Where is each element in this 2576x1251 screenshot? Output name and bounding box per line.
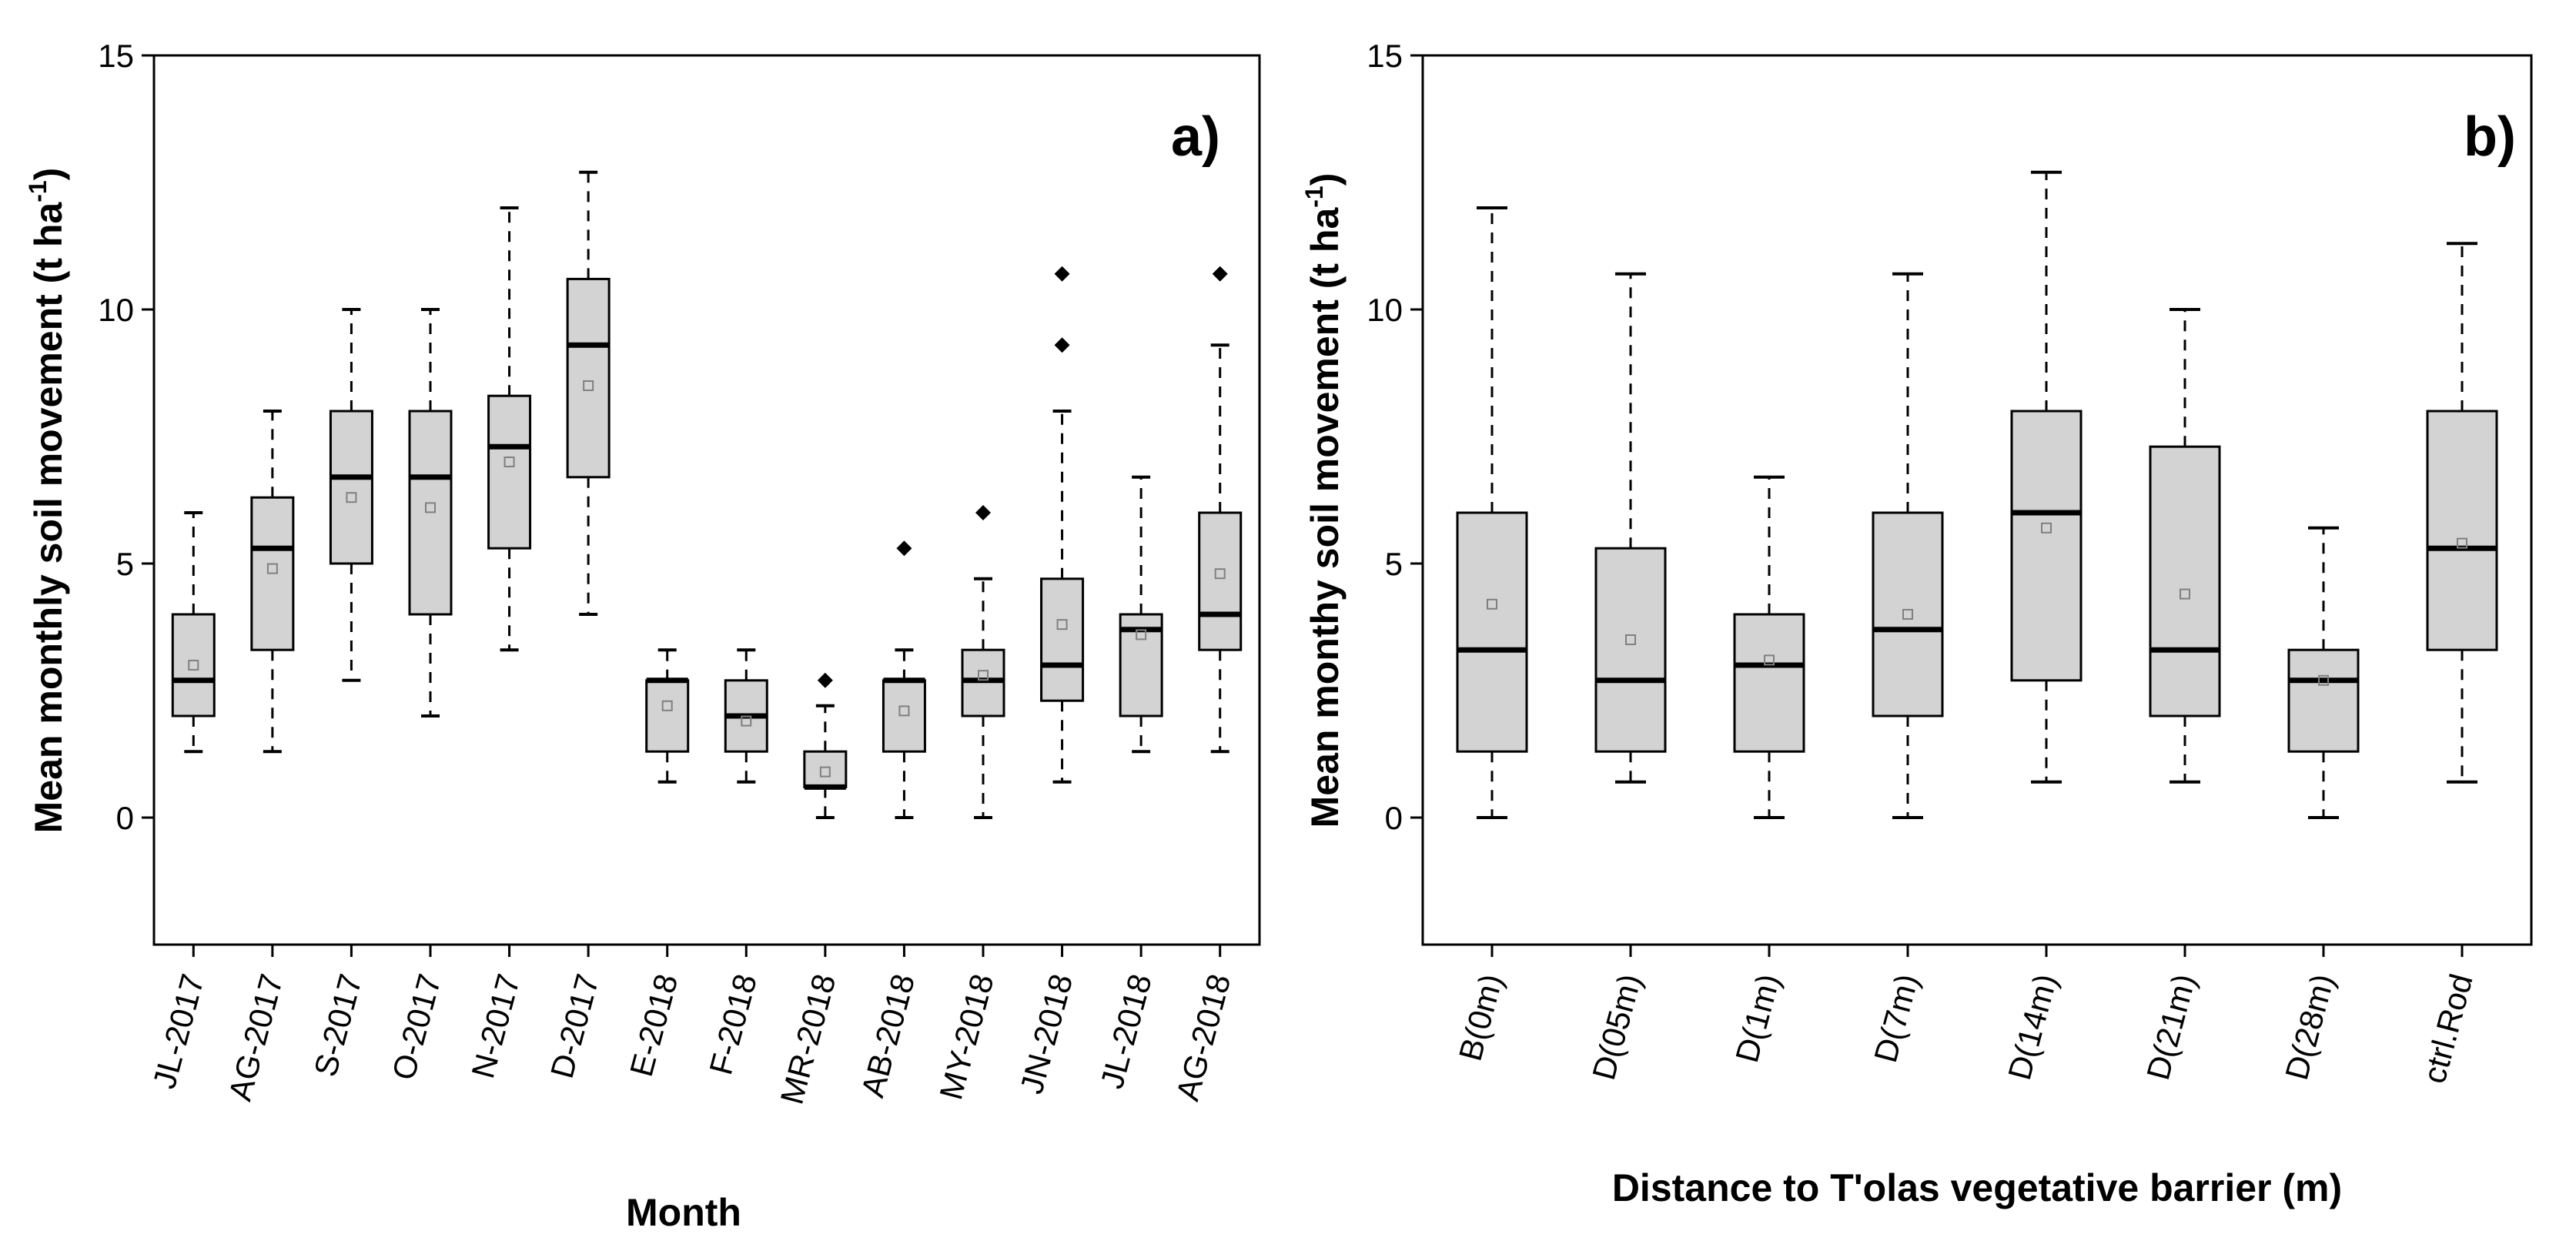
mean-marker-a-8 — [819, 766, 831, 778]
box-a-5 — [566, 277, 611, 479]
y-axis-unit-exp-a: -1 — [24, 180, 52, 202]
outlier-a-13-0 — [1212, 266, 1228, 282]
mean-marker-a-13 — [1214, 568, 1226, 580]
box-b-6 — [2287, 648, 2360, 753]
box-a-13 — [1198, 511, 1243, 651]
x-tick-label-a-6: E-2018 — [623, 970, 684, 1080]
x-tick-label-b-1: D(05m) — [1585, 970, 1648, 1083]
box-a-6 — [645, 679, 690, 753]
panel-label-a: a) — [1171, 106, 1220, 168]
mean-marker-a-6 — [661, 700, 673, 711]
y-axis-unit-close-a: ) — [27, 168, 70, 181]
box-b-0 — [1456, 511, 1528, 753]
box-a-0 — [171, 613, 216, 717]
panel-b: 0 5 10 15 B(0m) D(05m) D(1m) D(7m) D(14m) D(21m) D… — [1300, 38, 2533, 1209]
box-b-2 — [1733, 613, 1805, 753]
mean-marker-b-4 — [2041, 522, 2052, 534]
mean-marker-a-9 — [898, 705, 910, 717]
outlier-a-8-0 — [817, 672, 833, 688]
y-tick-label-a-1: 5 — [116, 546, 134, 582]
mean-marker-a-1 — [266, 563, 278, 574]
x-tick-label-a-0: JL-2017 — [146, 970, 211, 1092]
y-tick-label-b-3: 15 — [1367, 38, 1403, 74]
y-tick-label-b-1: 5 — [1385, 546, 1403, 582]
outlier-a-11-0 — [1054, 337, 1070, 353]
y-axis-unit-exp-b: -1 — [1300, 186, 1328, 207]
mean-marker-b-6 — [2318, 674, 2329, 686]
mean-marker-b-7 — [2457, 537, 2467, 549]
box-a-8 — [803, 750, 848, 788]
box-b-7 — [2426, 410, 2498, 651]
outlier-a-9-0 — [896, 540, 912, 557]
x-tick-label-a-3: O-2017 — [385, 970, 448, 1083]
x-tick-label-a-2: S-2017 — [307, 970, 369, 1080]
mean-marker-a-2 — [346, 492, 357, 503]
mean-marker-b-5 — [2180, 588, 2190, 600]
y-tick-label-a-3: 15 — [98, 38, 134, 74]
x-tick-label-a-1: AG-2017 — [222, 970, 290, 1105]
mean-marker-a-11 — [1056, 619, 1068, 631]
mean-marker-a-4 — [503, 457, 515, 467]
mean-marker-b-2 — [1764, 654, 1775, 666]
x-tick-label-b-2: D(1m) — [1728, 970, 1787, 1066]
plot-frame-a — [152, 54, 1261, 946]
box-b-3 — [1872, 511, 1944, 717]
y-tick-label-a-0: 0 — [116, 800, 134, 836]
plot-frame-b — [1421, 54, 2533, 946]
y-tick-label-b-0: 0 — [1385, 800, 1403, 836]
mean-marker-b-3 — [1902, 609, 1913, 620]
x-tick-label-a-11: JN-2018 — [1013, 970, 1079, 1098]
mean-marker-a-3 — [425, 502, 436, 513]
panel-label-b: b) — [2464, 106, 2516, 168]
box-a-11 — [1040, 577, 1085, 702]
box-a-2 — [329, 410, 373, 565]
x-tick-label-a-13: AG-2018 — [1169, 970, 1237, 1105]
outlier-a-10-0 — [975, 505, 991, 520]
x-tick-label-a-7: F-2018 — [702, 970, 764, 1079]
box-b-4 — [2010, 410, 2083, 682]
panel-a: 0 5 10 15 JL-2017 AG-2017 S-2017 O-2017 N-2017 D-… — [24, 38, 1261, 1234]
mean-marker-a-0 — [188, 660, 199, 671]
x-tick-label-a-4: N-2017 — [464, 970, 527, 1082]
x-tick-label-b-0: B(0m) — [1452, 970, 1510, 1065]
x-tick-label-a-8: MR-2018 — [773, 970, 842, 1108]
x-axis-title-a: Month — [626, 1191, 741, 1234]
y-tick-label-b-2: 10 — [1367, 292, 1403, 328]
x-tick-label-b-7: ctrl.Rod — [2416, 970, 2480, 1087]
y-tick-label-a-2: 10 — [98, 292, 134, 328]
mean-marker-a-5 — [583, 380, 594, 391]
x-tick-label-b-5: D(21m) — [2139, 970, 2203, 1083]
x-tick-label-a-5: D-2017 — [544, 970, 606, 1082]
outlier-a-11-1 — [1054, 266, 1070, 282]
y-axis-title-a-text: Mean monthly soil movement — [27, 294, 70, 833]
x-tick-label-b-6: D(28m) — [2278, 970, 2341, 1083]
mean-marker-b-1 — [1625, 634, 1636, 645]
x-tick-label-b-4: D(14m) — [2001, 970, 2064, 1083]
box-b-1 — [1594, 547, 1667, 753]
y-axis-unit-b: (t ha — [1303, 207, 1347, 289]
y-axis-title-a: Mean monthly soil movement (t ha-1) — [24, 168, 70, 834]
x-tick-label-a-12: JL-2018 — [1093, 970, 1159, 1092]
box-a-4 — [487, 394, 532, 550]
mean-marker-a-7 — [741, 715, 752, 727]
mean-marker-a-10 — [978, 670, 989, 681]
y-axis-title-b: Mean monthy soil movement (t ha-1) — [1300, 173, 1347, 828]
y-axis-unit-close-b: ) — [1303, 173, 1347, 186]
y-axis-title-b-text: Mean monthy soil movement — [1303, 299, 1347, 828]
x-axis-title-b: Distance to T'olas vegetative barrier (m… — [1612, 1166, 2342, 1209]
x-tick-label-a-10: MY-2018 — [932, 970, 1001, 1103]
mean-marker-b-0 — [1487, 598, 1497, 610]
x-tick-label-a-9: AB-2018 — [854, 970, 922, 1101]
x-tick-label-b-3: D(7m) — [1867, 970, 1925, 1066]
y-axis-unit-a: (t ha — [27, 202, 70, 284]
mean-marker-a-12 — [1136, 629, 1147, 641]
box-b-5 — [2149, 445, 2221, 717]
